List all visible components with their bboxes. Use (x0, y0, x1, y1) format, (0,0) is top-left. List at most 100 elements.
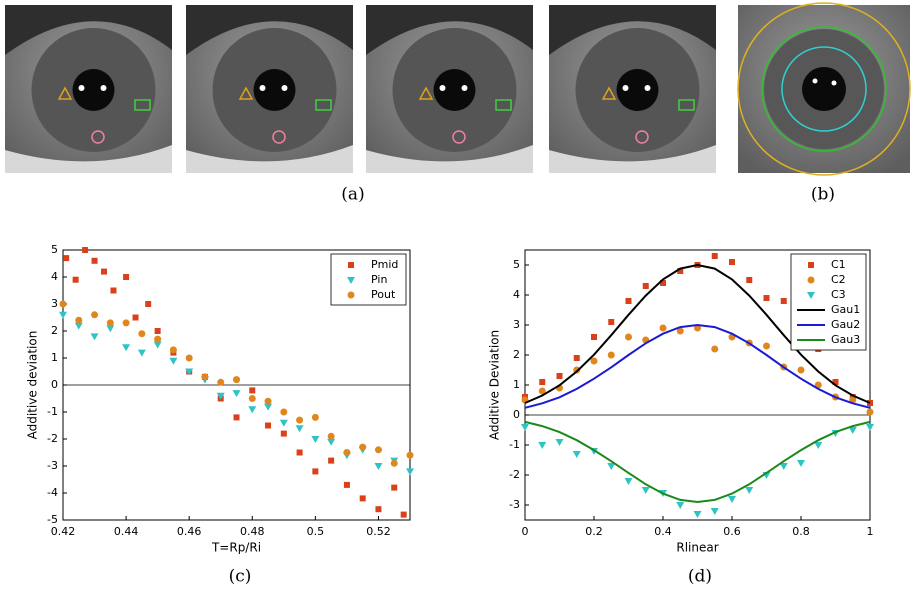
point (832, 379, 839, 385)
point (248, 395, 256, 402)
point (154, 335, 162, 343)
point (866, 424, 874, 431)
point (866, 408, 874, 416)
glint (831, 80, 837, 86)
point (201, 373, 209, 381)
point (185, 368, 194, 376)
point (264, 403, 273, 411)
point (641, 487, 650, 494)
glint (78, 85, 85, 91)
point (82, 247, 89, 253)
y-tick-label: 1 (51, 351, 58, 364)
y-tick-label: -5 (47, 513, 58, 526)
point (280, 408, 288, 416)
pupil (433, 69, 476, 111)
glint (439, 85, 446, 91)
point (343, 449, 351, 456)
point (711, 345, 719, 353)
point (390, 459, 398, 467)
legend-label: Gau3 (831, 333, 860, 346)
point (311, 413, 319, 421)
glint (100, 85, 107, 91)
line (524, 323, 871, 409)
glint (812, 78, 818, 84)
roi-circle (272, 130, 286, 144)
point (154, 328, 161, 334)
point (375, 506, 382, 513)
x-tick-label: 0.4 (654, 525, 672, 538)
x-tick-label: 0.44 (114, 525, 139, 538)
ring (737, 2, 911, 176)
legend-swatch (807, 292, 815, 299)
point (676, 327, 684, 335)
ring (761, 26, 887, 152)
point (676, 502, 685, 509)
point (797, 460, 805, 467)
legend-label: Pmid (371, 258, 398, 271)
glint (281, 85, 288, 91)
eyelid (366, 5, 533, 55)
point (400, 511, 407, 518)
point (185, 354, 193, 362)
glint (461, 85, 468, 91)
point (312, 468, 319, 475)
y-tick-label: -2 (47, 432, 58, 445)
lower-lid (366, 145, 533, 173)
pupil (616, 69, 659, 111)
line (524, 420, 871, 504)
roi-rect (678, 99, 695, 111)
point (694, 324, 701, 332)
legend-swatch (808, 262, 814, 268)
point (311, 436, 320, 443)
y-tick-label: 5 (513, 258, 520, 271)
point (169, 346, 177, 354)
point (521, 424, 529, 431)
x-tick-label: 1 (867, 525, 874, 538)
point (556, 373, 563, 379)
photo-row (5, 2, 911, 176)
roi-rect (134, 99, 151, 111)
point (814, 442, 823, 449)
y-tick-label: 3 (51, 297, 58, 310)
point (233, 414, 240, 421)
legend-swatch (347, 291, 355, 299)
point (137, 349, 146, 357)
caption: (b) (811, 185, 835, 205)
y-tick-label: -1 (509, 438, 520, 451)
point (169, 357, 178, 365)
lower-lid (186, 145, 353, 173)
point (327, 432, 335, 440)
point (848, 427, 857, 434)
point (279, 419, 288, 427)
point (607, 351, 615, 359)
roi-circle (452, 130, 466, 144)
point (232, 390, 241, 398)
point (74, 322, 83, 330)
point (264, 397, 272, 405)
point (280, 430, 287, 437)
point (538, 442, 547, 449)
point (763, 295, 770, 301)
point (296, 449, 303, 456)
legend (330, 253, 407, 306)
point (538, 387, 546, 395)
point (391, 484, 398, 491)
y-tick-label: 1 (513, 378, 520, 391)
legend-label: Pout (371, 288, 396, 301)
point (91, 257, 98, 264)
eyelid (5, 5, 172, 55)
legend-label: Gau1 (831, 303, 860, 316)
legend-swatch (807, 276, 815, 284)
point (763, 342, 770, 350)
point (659, 324, 667, 332)
x-tick-label: 0.52 (366, 525, 391, 538)
point (295, 425, 304, 433)
legend-swatch (347, 277, 355, 284)
point (406, 468, 414, 476)
point (660, 280, 666, 286)
roi-circle (91, 130, 105, 144)
point (328, 457, 335, 464)
x-tick-label: 0 (522, 525, 529, 538)
caption: (a) (341, 185, 364, 205)
glint (259, 85, 266, 91)
